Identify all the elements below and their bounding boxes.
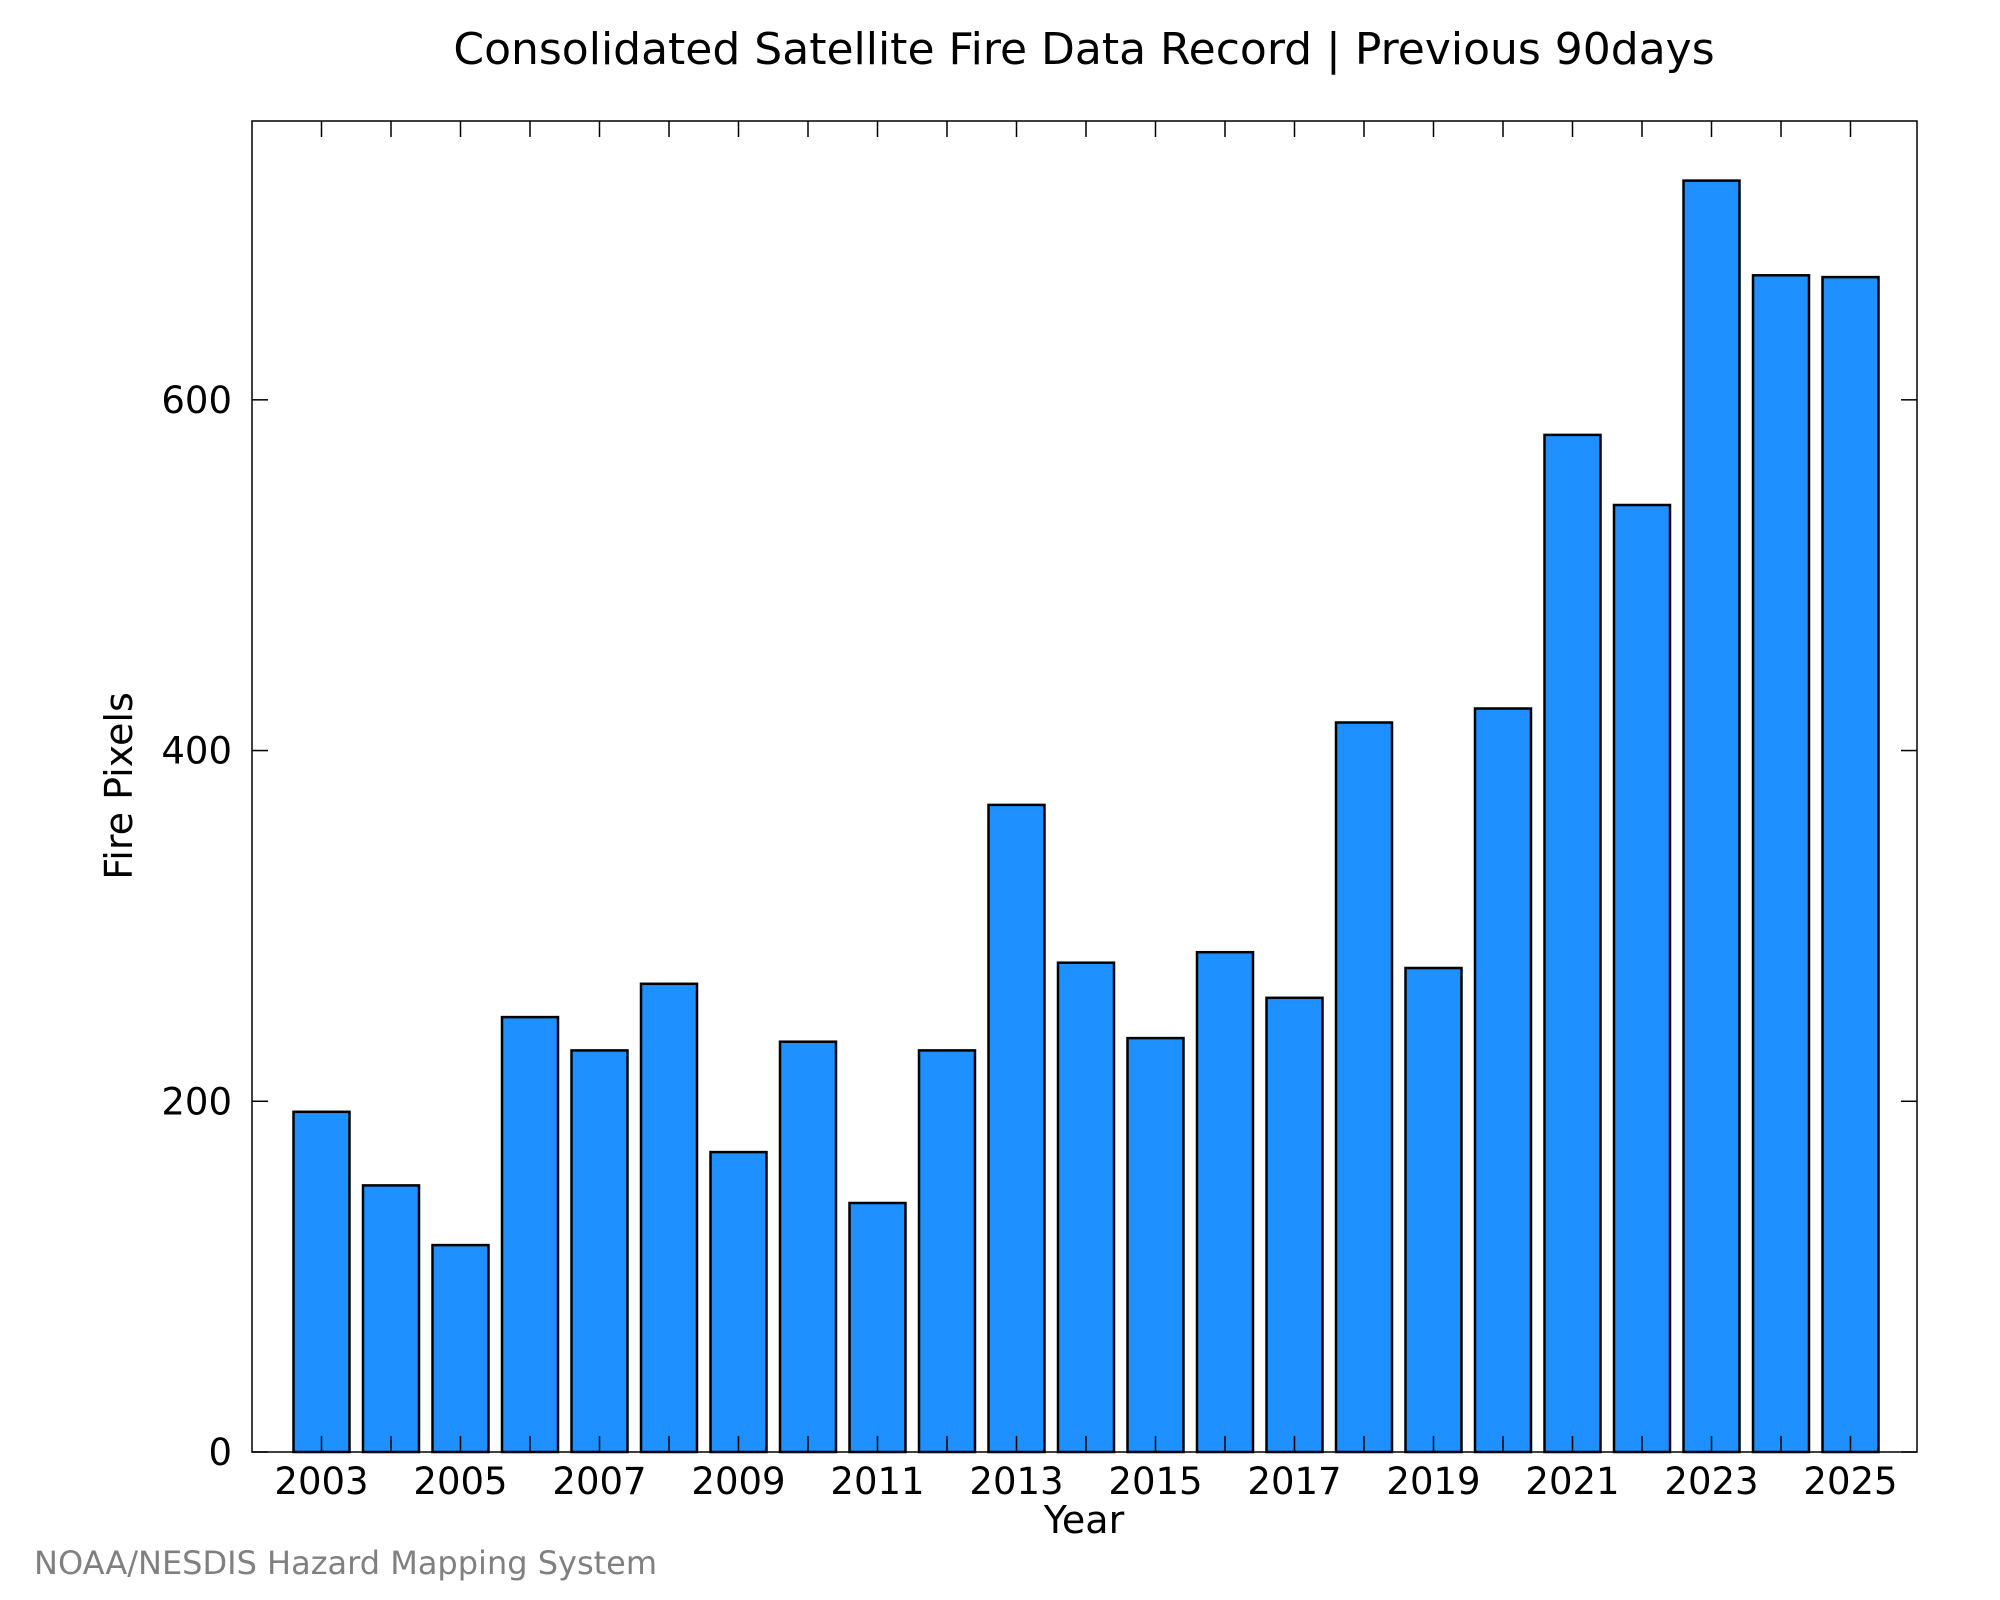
bar-2024 bbox=[1751, 274, 1811, 1454]
bar-2019 bbox=[1404, 966, 1463, 1454]
bar-2025 bbox=[1821, 275, 1880, 1454]
bar-2017 bbox=[1265, 996, 1324, 1454]
bar-2011 bbox=[848, 1201, 907, 1454]
bar-2021 bbox=[1543, 433, 1602, 1454]
x-tick-label-2005: 2005 bbox=[413, 1460, 507, 1503]
bar-2004 bbox=[361, 1184, 421, 1454]
bar-2006 bbox=[500, 1015, 560, 1454]
x-axis-ticks: 2003 2005 2007 2009 2011 2013 2015 2017 2019 2021… bbox=[274, 121, 1898, 1503]
x-tick-label-2019: 2019 bbox=[1386, 1460, 1480, 1503]
bar-2016 bbox=[1195, 950, 1255, 1454]
bar-2010 bbox=[778, 1040, 838, 1454]
x-tick-label-2011: 2011 bbox=[830, 1460, 924, 1503]
bar-2022 bbox=[1612, 503, 1672, 1454]
bar-2015 bbox=[1126, 1036, 1185, 1454]
x-tick-label-2017: 2017 bbox=[1247, 1460, 1341, 1503]
bars-layer bbox=[292, 179, 1880, 1454]
y-tick-label-0: 0 bbox=[208, 1431, 232, 1474]
bar-2007 bbox=[570, 1049, 629, 1454]
bar-2012 bbox=[917, 1049, 977, 1454]
x-tick-label-2009: 2009 bbox=[691, 1460, 785, 1503]
bar-2003 bbox=[292, 1110, 351, 1454]
x-axis-label: Year bbox=[1043, 1498, 1125, 1542]
y-tick-label-200: 200 bbox=[161, 1080, 232, 1123]
bar-2014 bbox=[1056, 961, 1116, 1454]
y-axis-ticks: 0 200 400 600 bbox=[161, 379, 1917, 1474]
bar-2013 bbox=[987, 803, 1046, 1454]
chart-title: Consolidated Satellite Fire Data Record … bbox=[453, 24, 1714, 75]
bar-2009 bbox=[709, 1150, 768, 1454]
credit-text: NOAA/NESDIS Hazard Mapping System bbox=[34, 1544, 657, 1582]
x-tick-label-2023: 2023 bbox=[1664, 1460, 1758, 1503]
x-tick-label-2007: 2007 bbox=[552, 1460, 646, 1503]
bar-2018 bbox=[1334, 721, 1394, 1454]
y-tick-label-400: 400 bbox=[161, 730, 232, 773]
bar-2023 bbox=[1682, 179, 1741, 1454]
x-tick-label-2015: 2015 bbox=[1108, 1460, 1202, 1503]
y-tick-label-600: 600 bbox=[161, 379, 232, 422]
x-tick-label-2013: 2013 bbox=[969, 1460, 1063, 1503]
bar-2008 bbox=[639, 982, 699, 1454]
x-tick-label-2025: 2025 bbox=[1803, 1460, 1897, 1503]
x-tick-label-2021: 2021 bbox=[1525, 1460, 1619, 1503]
y-axis-label: Fire Pixels bbox=[97, 692, 141, 880]
x-tick-label-2003: 2003 bbox=[274, 1460, 368, 1503]
bar-2020 bbox=[1473, 707, 1533, 1454]
bar-2005 bbox=[431, 1243, 490, 1454]
